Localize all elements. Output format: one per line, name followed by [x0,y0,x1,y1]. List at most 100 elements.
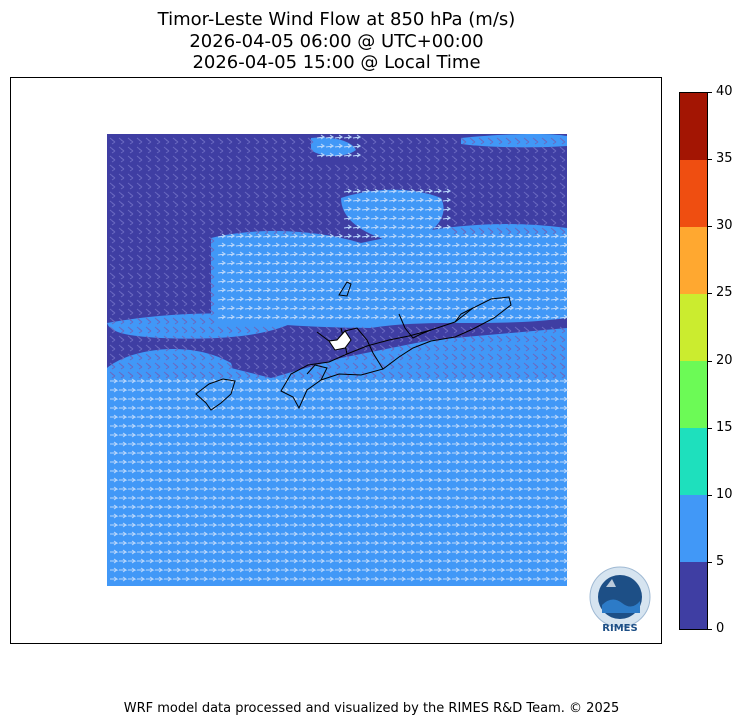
wind-arrow [298,191,305,199]
wind-arrow [532,296,542,302]
wind-arrow [128,540,137,546]
wind-arrow [182,540,191,546]
wind-arrow [155,558,164,564]
wind-arrow [352,173,359,181]
wind-arrow [137,477,146,483]
wind-arrow [478,146,485,154]
wind-arrow [199,146,206,154]
wind-arrow [425,576,434,582]
colorbar-tick-label: 40 [716,84,733,99]
wind-arrow [217,344,224,352]
wind-arrow [470,567,479,573]
wind-arrow [452,405,461,411]
wind-arrow [191,567,200,573]
wind-arrow [307,242,317,248]
wind-arrow [290,504,299,510]
wind-arrow [443,531,452,537]
wind-arrow [335,441,344,447]
wind-arrow [128,432,137,438]
wind-arrow [290,468,299,474]
wind-arrow [227,423,236,429]
wind-arrow [415,182,422,190]
wind-arrow [272,441,281,447]
wind-arrow [469,155,476,163]
wind-arrow [325,326,332,334]
wind-arrow [227,513,236,519]
wind-arrow [200,540,209,546]
wind-arrow [308,441,317,447]
wind-arrow [524,405,533,411]
wind-arrow [353,459,362,465]
wind-arrow [326,414,335,420]
wind-arrow [443,441,452,447]
oecusse-outline [195,378,236,411]
wind-arrow [308,531,317,537]
wind-arrow [470,558,479,564]
wind-arrow [542,495,551,501]
wind-arrow [353,531,362,537]
wind-arrow [524,414,533,420]
wind-arrow [281,522,290,528]
wind-arrow [514,305,524,311]
moderate-wind-region [341,189,444,243]
wind-arrow [559,305,569,311]
wind-arrow [172,299,179,307]
wind-arrow [182,531,191,537]
wind-arrow [227,504,236,510]
wind-arrow [488,432,497,438]
wind-arrow [127,326,134,334]
wind-arrow [262,182,269,190]
wind-arrow [109,326,116,334]
wind-arrow [190,353,197,361]
wind-arrow [397,251,407,257]
wind-arrow [415,188,425,194]
wind-arrow [307,164,314,172]
wind-arrow [181,344,188,352]
wind-arrow [163,182,170,190]
wind-arrow [560,486,569,492]
wind-arrow [136,344,143,352]
wind-arrow [343,242,353,248]
wind-arrow [181,272,188,280]
wind-arrow [388,278,398,284]
wind-arrow [352,362,359,370]
wind-arrow [154,254,161,262]
wind-arrow [352,224,362,230]
wind-arrow [280,146,287,154]
wind-arrow [272,531,281,537]
wind-arrow [226,182,233,190]
wind-arrow [343,152,353,158]
wind-arrow [461,459,470,465]
wind-arrow [559,251,569,257]
wind-arrow [388,155,395,163]
wind-arrow [200,477,209,483]
wind-arrow [515,576,524,582]
wind-arrow [335,531,344,537]
wind-arrow [389,522,398,528]
wind-arrow [290,558,299,564]
wind-arrow [488,468,497,474]
wind-arrow [514,335,521,343]
wind-arrow [128,441,137,447]
wind-arrow [425,459,434,465]
wind-arrow [523,269,533,275]
wind-arrow [244,209,251,217]
wind-arrow [451,173,458,181]
wind-arrow [559,191,566,199]
wind-arrow [505,296,515,302]
wind-arrow [146,513,155,519]
wind-arrow [550,137,557,145]
wind-arrow [343,251,353,257]
wind-arrow [209,549,218,555]
wind-arrow [452,504,461,510]
wind-arrow [199,173,206,181]
wind-arrow [407,540,416,546]
wind-arrow [461,468,470,474]
wind-arrow [343,188,353,194]
wind-arrow [433,173,440,181]
wind-arrow [325,269,335,275]
wind-arrow [272,486,281,492]
wind-arrow [353,441,362,447]
wind-arrow [217,227,224,235]
wind-arrow [118,200,125,208]
